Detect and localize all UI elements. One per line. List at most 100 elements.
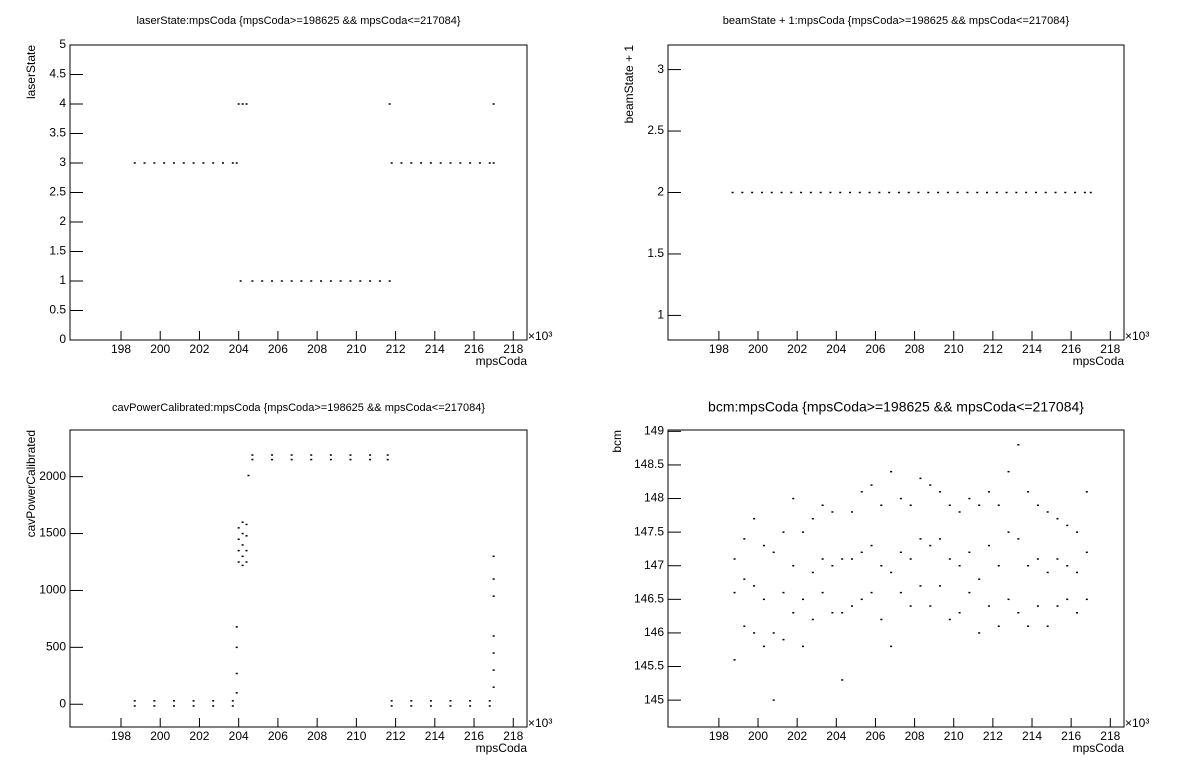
- point: [245, 103, 248, 105]
- x-tick-label: 204: [229, 729, 249, 743]
- point: [1066, 598, 1069, 601]
- point: [247, 474, 250, 477]
- point: [429, 700, 432, 702]
- point: [237, 527, 240, 529]
- point: [733, 659, 736, 661]
- plot-frame: [69, 44, 528, 341]
- x-tick-label: 218: [1100, 729, 1120, 743]
- point: [420, 162, 423, 164]
- point: [390, 700, 393, 702]
- point: [1066, 564, 1069, 567]
- point: [245, 535, 248, 537]
- point: [939, 491, 942, 493]
- point: [948, 558, 951, 560]
- point: [410, 162, 413, 164]
- y-tick-label: 149: [644, 424, 664, 438]
- point: [753, 517, 756, 520]
- point: [212, 705, 215, 707]
- point: [782, 638, 785, 641]
- y-tick-label: 146.5: [634, 592, 664, 606]
- x-tick-label: 214: [1022, 729, 1042, 743]
- point: [153, 705, 156, 707]
- y-axis-title: bcm: [610, 430, 624, 453]
- point: [870, 591, 873, 594]
- point: [821, 504, 824, 507]
- point: [143, 162, 146, 164]
- x-tick-label: 216: [464, 342, 484, 356]
- point: [909, 504, 912, 507]
- point: [743, 538, 746, 540]
- point: [878, 191, 881, 194]
- point: [860, 551, 863, 554]
- point: [751, 191, 754, 194]
- point: [1046, 571, 1049, 574]
- point: [1076, 571, 1079, 574]
- point: [802, 598, 805, 601]
- x-tick-label: 210: [944, 729, 964, 743]
- point: [492, 595, 495, 597]
- point: [997, 564, 1000, 567]
- point: [841, 612, 844, 614]
- point: [449, 705, 452, 707]
- point: [802, 531, 805, 533]
- chart-title: beamState + 1:mpsCoda {mpsCoda>=198625 &…: [723, 15, 1070, 27]
- point: [880, 504, 883, 507]
- point: [492, 162, 495, 164]
- point: [488, 705, 491, 707]
- point: [1064, 191, 1067, 194]
- x-tick-label: 218: [503, 729, 523, 743]
- x-tick-label: 198: [111, 342, 131, 356]
- point: [743, 578, 746, 580]
- point: [753, 632, 756, 634]
- point: [899, 497, 902, 500]
- point: [488, 700, 491, 702]
- point: [839, 191, 842, 194]
- y-tick-label: 500: [46, 640, 66, 654]
- x-tick-label: 210: [346, 342, 366, 356]
- x-tick-label: 214: [425, 342, 445, 356]
- point: [849, 191, 852, 194]
- point: [1054, 191, 1057, 194]
- y-axis-title: laserState: [24, 45, 38, 99]
- point: [271, 454, 274, 456]
- point: [1005, 191, 1008, 194]
- x-tick-label: 212: [983, 729, 1003, 743]
- point: [841, 679, 844, 681]
- point: [958, 511, 961, 513]
- point: [946, 191, 949, 194]
- point: [890, 470, 893, 473]
- point: [359, 280, 362, 282]
- point: [251, 280, 254, 282]
- point: [762, 544, 765, 547]
- point: [1007, 531, 1010, 533]
- point: [1015, 191, 1018, 194]
- point: [841, 558, 844, 560]
- point: [237, 103, 240, 105]
- point: [1027, 491, 1030, 493]
- point: [890, 645, 893, 648]
- x-tick-label: 206: [865, 342, 885, 356]
- x-axis-title: mpsCoda: [1073, 741, 1125, 755]
- point: [237, 561, 240, 563]
- x-tick-label: 204: [826, 342, 846, 356]
- x-tick-label: 212: [386, 342, 406, 356]
- point: [811, 571, 814, 574]
- point: [976, 191, 979, 194]
- point: [978, 632, 981, 634]
- point: [1017, 538, 1020, 540]
- y-tick-label: 147.5: [634, 524, 664, 538]
- x-exponent: ×10³: [528, 329, 552, 343]
- point: [1017, 444, 1020, 446]
- point: [1036, 605, 1039, 607]
- point: [172, 162, 175, 164]
- point: [492, 578, 495, 580]
- y-tick-label: 1: [657, 308, 664, 322]
- point: [429, 705, 432, 707]
- point: [929, 605, 932, 607]
- point: [492, 103, 495, 105]
- point: [968, 591, 971, 594]
- y-tick-label: 2: [657, 185, 664, 199]
- x-tick-label: 206: [865, 729, 885, 743]
- point: [172, 700, 175, 702]
- point: [760, 191, 763, 194]
